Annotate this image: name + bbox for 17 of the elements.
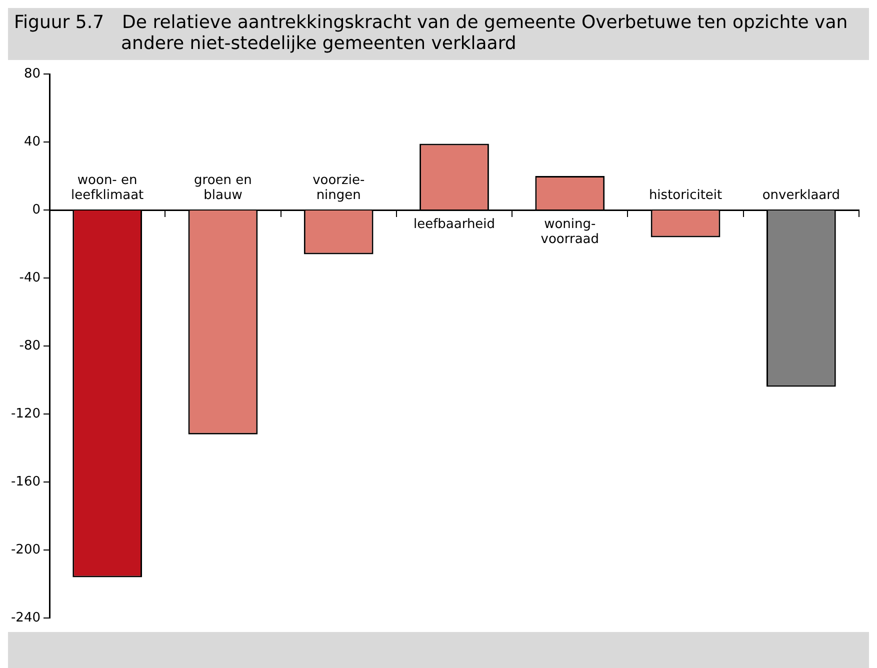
x-tick-label: groen en blauw — [194, 172, 252, 203]
x-tick-label: woning- voorraad — [540, 216, 600, 247]
x-tick-label: historiciteit — [648, 188, 722, 203]
y-tick-label: 40 — [24, 134, 41, 150]
chart-title: Figuur 5.7 De relatieve aantrekkingskracht van de gemeente Overbetuwe ten opzichte van andere niet-stedelijke gemeenten verklaard — [13, 11, 849, 56]
y-tick-label: 80 — [24, 66, 41, 82]
y-tick-label: -160 — [10, 474, 41, 490]
x-tick-label: woon- en leefklimaat — [71, 172, 144, 203]
y-tick-label: 0 — [32, 202, 41, 218]
y-tick-label: -240 — [10, 610, 41, 626]
y-tick-label: -80 — [19, 338, 41, 354]
y-tick-label: -200 — [10, 542, 41, 558]
x-tick-label: onverklaard — [762, 188, 840, 203]
y-tick-label: -40 — [19, 270, 41, 286]
x-tick-label: voorzie- ningen — [312, 172, 365, 203]
y-tick-label: -120 — [10, 406, 41, 422]
x-tick-label: leefbaarheid — [413, 216, 496, 232]
